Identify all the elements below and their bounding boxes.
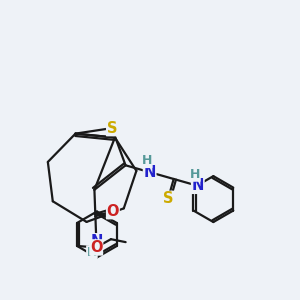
Text: N: N	[192, 178, 204, 193]
Text: N: N	[90, 234, 103, 249]
Text: H: H	[87, 246, 97, 259]
Text: N: N	[143, 165, 156, 180]
Text: S: S	[163, 191, 173, 206]
Text: O: O	[90, 240, 102, 255]
Text: S: S	[107, 121, 117, 136]
Text: H: H	[142, 154, 152, 167]
Text: O: O	[106, 204, 119, 219]
Text: H: H	[190, 168, 200, 181]
